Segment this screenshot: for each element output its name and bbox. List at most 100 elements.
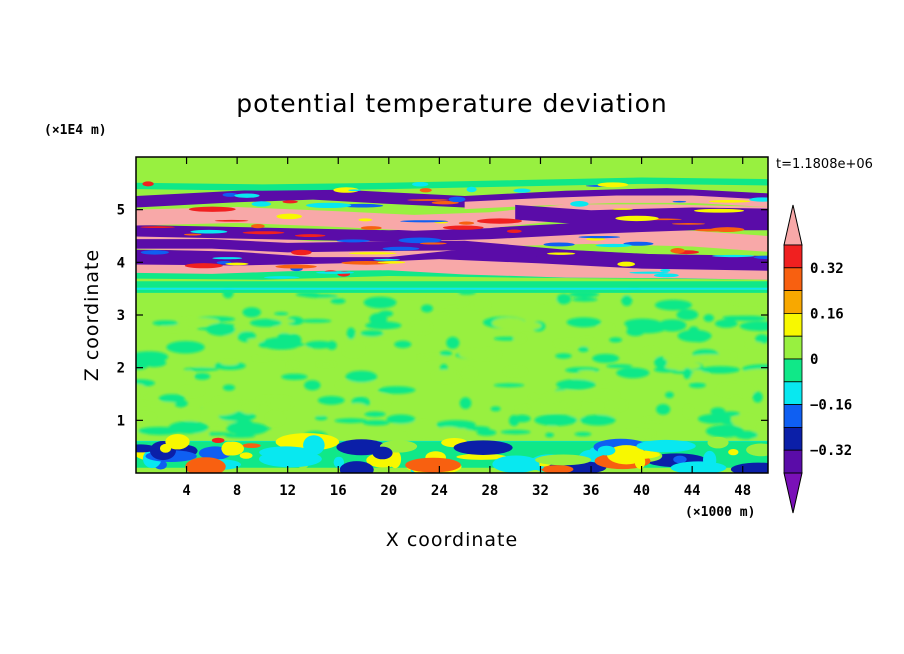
field-cell [513, 335, 526, 343]
field-cell [362, 420, 390, 426]
field-cell [364, 411, 386, 417]
field-cell [433, 313, 449, 318]
field-cell [508, 414, 520, 427]
field-cell [242, 231, 285, 235]
y-tick-label: 2 [117, 361, 125, 377]
field-cell [159, 443, 172, 453]
field-cell [556, 379, 596, 390]
x-tick-label: 16 [330, 483, 347, 499]
field-cell [606, 445, 646, 465]
field-cell [136, 401, 177, 405]
field-cell [572, 297, 598, 302]
field-cell [677, 329, 712, 342]
field-cell [453, 440, 513, 455]
colorbar-box [783, 244, 803, 269]
field-cell [276, 213, 303, 220]
field-cell [394, 340, 412, 349]
field-cell [313, 410, 328, 417]
field-cell [642, 417, 662, 422]
field-cell [718, 383, 753, 392]
field-cell [411, 321, 432, 334]
field-cell [435, 298, 468, 307]
field-cell [746, 443, 768, 457]
field-cell [725, 315, 768, 321]
field-cell [663, 361, 701, 371]
field-cell [201, 403, 238, 416]
field-cell [330, 298, 346, 304]
field-cell [472, 301, 490, 310]
field-cell [537, 293, 549, 303]
field-cell [578, 235, 621, 239]
field-cell [417, 355, 451, 360]
field-cell [545, 432, 554, 438]
field-cell [287, 362, 298, 368]
field-cell [336, 239, 370, 243]
field-cell [180, 386, 204, 396]
field-cell [190, 229, 228, 234]
field-cell [373, 258, 401, 261]
field-cell [694, 208, 745, 213]
field-cell [653, 273, 679, 278]
field-cell [234, 193, 260, 198]
field-cell [476, 429, 497, 436]
field-cell [745, 341, 763, 348]
y-tick-label: 5 [117, 203, 125, 219]
field-cell [615, 215, 659, 222]
field-cell [419, 188, 432, 193]
field-cell [136, 383, 147, 396]
field-cell [739, 321, 768, 332]
field-cell [676, 309, 699, 321]
field-cell [212, 257, 243, 260]
field-cell [634, 322, 644, 333]
field-cell [222, 384, 235, 391]
field-cell [504, 367, 527, 376]
field-cell [730, 462, 768, 473]
field-cell [705, 424, 744, 438]
field-cell [597, 445, 616, 456]
field-cell [346, 327, 356, 340]
field-cell [136, 412, 156, 421]
x-tick-label: 40 [633, 483, 650, 499]
colorbar-box [783, 267, 803, 291]
x-tick-label: 48 [734, 483, 751, 499]
field-cell [501, 464, 544, 471]
field-cell [534, 414, 578, 426]
field-cell [597, 182, 629, 188]
colorbar-extend-bottom [783, 472, 803, 514]
field-cell [636, 439, 696, 453]
field-cell [708, 199, 751, 203]
field-cell [442, 225, 484, 230]
field-cell [333, 456, 345, 468]
colorbar-box [783, 404, 803, 428]
field-cell [242, 443, 261, 449]
field-cell [410, 430, 421, 438]
field-cell [177, 317, 220, 325]
field-cell [490, 406, 501, 412]
field-cell [184, 263, 223, 269]
field-cell [660, 268, 671, 272]
field-cell [225, 262, 249, 266]
field-cell [336, 379, 380, 391]
colorbar-tick-label: 0.16 [810, 306, 844, 322]
field-cell [715, 319, 738, 328]
field-cell [343, 344, 364, 357]
field-cell [578, 346, 589, 353]
field-cell [710, 407, 726, 416]
colorbar-tick-label: 0.32 [810, 261, 844, 277]
field-cell [386, 414, 416, 424]
y-tick-label: 1 [117, 413, 125, 429]
field-cell [222, 192, 238, 197]
field-cell [728, 449, 739, 456]
field-cell [274, 311, 289, 316]
field-cell [734, 430, 758, 440]
field-cell [317, 395, 345, 405]
field-cell [641, 347, 661, 359]
field-cell [211, 437, 225, 443]
y-tick-label: 3 [117, 308, 125, 324]
field-cell [513, 188, 531, 193]
field-cell [185, 457, 226, 473]
field-cell [570, 201, 589, 207]
field-cell [574, 432, 592, 437]
field-cell [566, 317, 602, 328]
field-cell [432, 369, 458, 382]
